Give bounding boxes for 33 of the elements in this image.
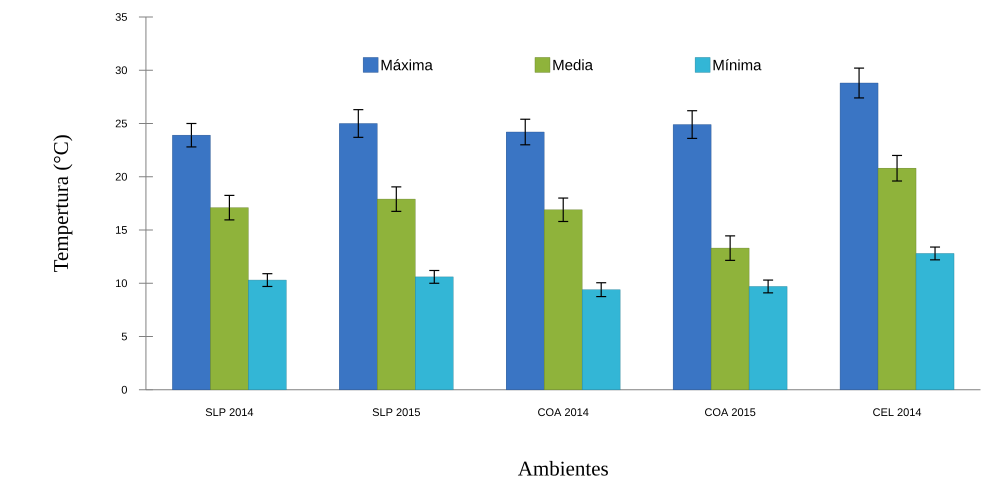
bar (710, 248, 750, 390)
y-tick-label: 5 (122, 332, 127, 340)
y-tick-label: 20 (116, 172, 127, 181)
y-tick-label: 10 (116, 280, 127, 288)
x-tick-label: COA 2015 (705, 408, 756, 416)
x-tick-label: CEL 2014 (873, 408, 922, 416)
bar (377, 199, 416, 390)
legend-label: Mínima (714, 59, 762, 70)
y-tick-label: 25 (116, 120, 127, 128)
legend-label: Media (553, 59, 593, 70)
bar (748, 286, 788, 390)
bar (339, 123, 378, 390)
y-tick-label: 15 (116, 226, 127, 234)
bar (248, 280, 287, 390)
x-tick-label: SLP 2015 (372, 408, 420, 416)
bar (544, 210, 582, 390)
bar (878, 168, 916, 390)
y-axis-title: Tempertura (°C) (53, 135, 72, 272)
bar (210, 208, 249, 390)
x-axis-title: Ambientes (518, 461, 608, 476)
y-tick-label: 0 (122, 386, 127, 394)
bar (506, 132, 544, 390)
legend-label: Máxima (382, 59, 433, 70)
y-tick-label: 30 (116, 66, 127, 74)
bar (840, 82, 878, 390)
x-tick-label: SLP 2014 (206, 408, 254, 416)
bar (172, 135, 211, 390)
bar (672, 124, 712, 390)
bar (916, 253, 954, 390)
y-tick-label: 35 (116, 13, 127, 21)
bar (582, 290, 620, 390)
bar (415, 276, 454, 390)
x-tick-label: COA 2014 (538, 408, 589, 416)
